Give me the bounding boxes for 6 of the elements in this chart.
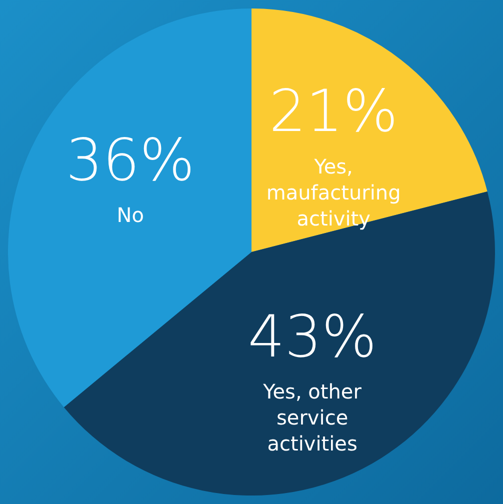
data-label: 36%	[66, 126, 195, 194]
data-label: 21%	[269, 77, 398, 146]
slice-label: Yes, other service activities	[262, 380, 362, 456]
data-label: 43%	[248, 302, 377, 370]
slice-label: Yes, maufacturing activity	[266, 154, 401, 230]
slice-label: No	[116, 203, 144, 228]
